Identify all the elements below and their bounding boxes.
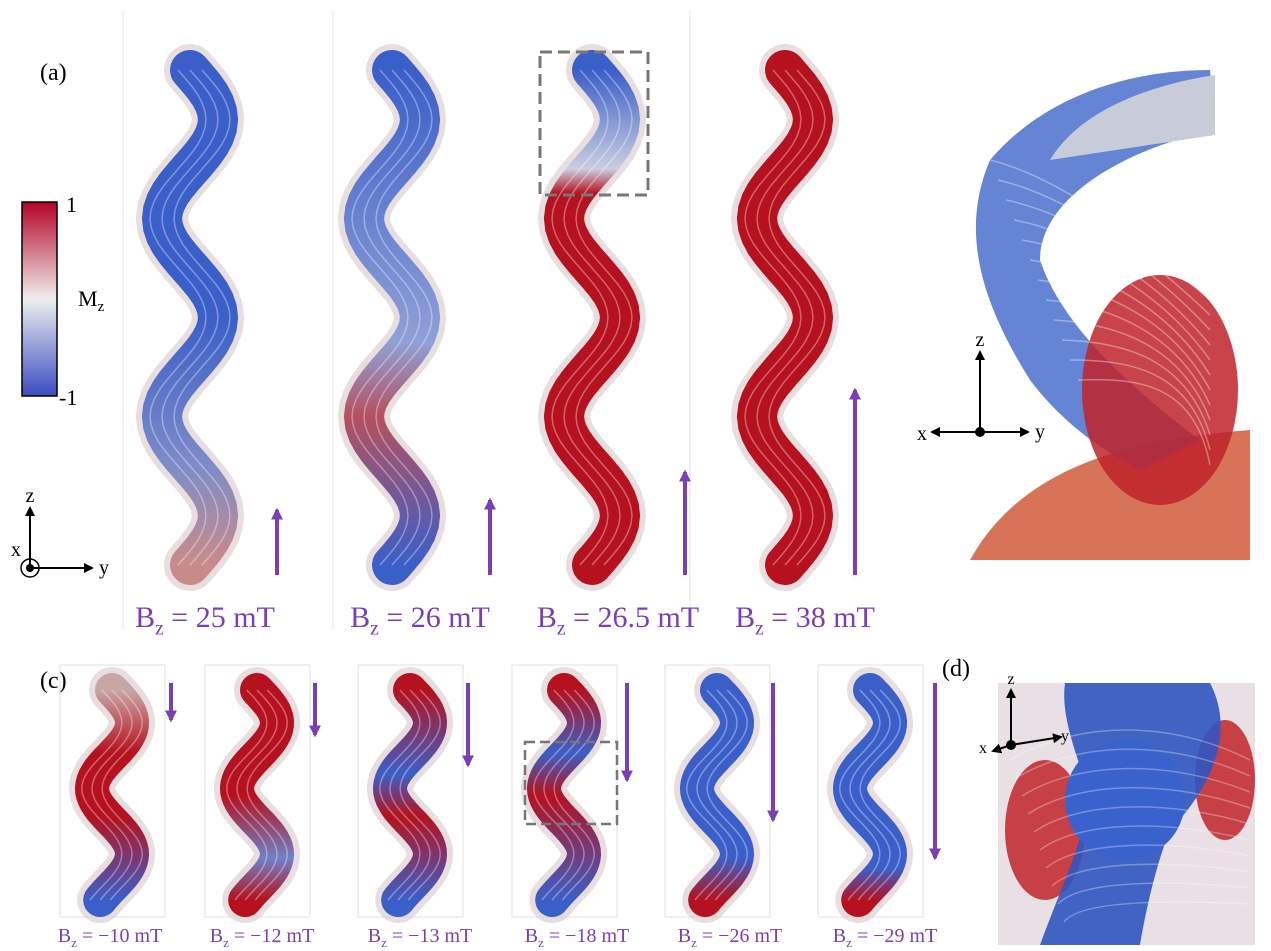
field-label: Bz = 38 mT: [735, 601, 875, 640]
field-value: = −12 mT: [229, 925, 314, 947]
field-symbol: B: [210, 925, 223, 947]
field-value: = 38 mT: [764, 601, 875, 634]
axis-label: z: [976, 329, 985, 351]
field-value: = 26 mT: [379, 601, 490, 634]
field-label: Bz = 26.5 mT: [537, 601, 699, 640]
field-label: Bz = −10 mT: [58, 925, 162, 950]
field-value: = 26.5 mT: [566, 601, 700, 634]
field-subscript: z: [370, 619, 379, 640]
field-symbol: B: [735, 601, 755, 634]
axis-label: x: [917, 423, 927, 445]
colorbar: [22, 202, 57, 396]
field-label: Bz = −13 mT: [368, 925, 472, 950]
panel-label: (d): [942, 656, 970, 682]
field-symbol: B: [833, 925, 846, 947]
axis-label: y: [1035, 421, 1045, 443]
field-value: = −10 mT: [77, 925, 162, 947]
colorbar-title: Mz: [78, 286, 105, 315]
axis-origin: [26, 564, 34, 572]
colorbar-min: -1: [59, 385, 77, 410]
zoom-core: [1065, 740, 1185, 860]
axis-label: x: [979, 740, 987, 757]
field-label: Bz = −12 mT: [210, 925, 314, 950]
field-subscript: z: [755, 619, 764, 640]
field-label: Bz = 26 mT: [350, 601, 490, 640]
colorbar-max: 1: [66, 192, 77, 217]
field-value: = −26 mT: [697, 925, 782, 947]
field-symbol: B: [525, 925, 538, 947]
colorbar-subscript: z: [98, 299, 105, 315]
axis-origin: [1006, 740, 1016, 750]
axis-label: y: [1061, 728, 1069, 745]
field-label: Bz = −18 mT: [525, 925, 629, 950]
panel-label: (c): [40, 668, 67, 694]
zoom-panel: [998, 683, 1255, 945]
field-subscript: z: [155, 619, 164, 640]
field-label: Bz = 25 mT: [135, 601, 275, 640]
colorbar-symbol: M: [78, 286, 98, 311]
field-symbol: B: [58, 925, 71, 947]
field-label: Bz = −26 mT: [678, 925, 782, 950]
panel-label: (a): [40, 60, 67, 86]
field-symbol: B: [135, 601, 155, 634]
axis-label: y: [99, 557, 109, 579]
zoom-panel: [930, 55, 1250, 560]
axis-label: z: [26, 485, 35, 507]
field-value: = −13 mT: [387, 925, 472, 947]
axis-label: x: [11, 539, 21, 561]
field-symbol: B: [368, 925, 381, 947]
field-symbol: B: [350, 601, 370, 634]
figure: (a)(b)(c)(d)1-1MzzyxBz = 25 mTBz = 26 mT…: [0, 0, 1271, 951]
axis-label: z: [1007, 671, 1014, 688]
field-label: Bz = −29 mT: [833, 925, 937, 950]
field-symbol: B: [537, 601, 557, 634]
field-value: = −18 mT: [544, 925, 629, 947]
field-symbol: B: [678, 925, 691, 947]
axis-origin: [975, 427, 985, 437]
field-value: = 25 mT: [164, 601, 275, 634]
field-subscript: z: [557, 619, 566, 640]
field-value: = −29 mT: [852, 925, 937, 947]
